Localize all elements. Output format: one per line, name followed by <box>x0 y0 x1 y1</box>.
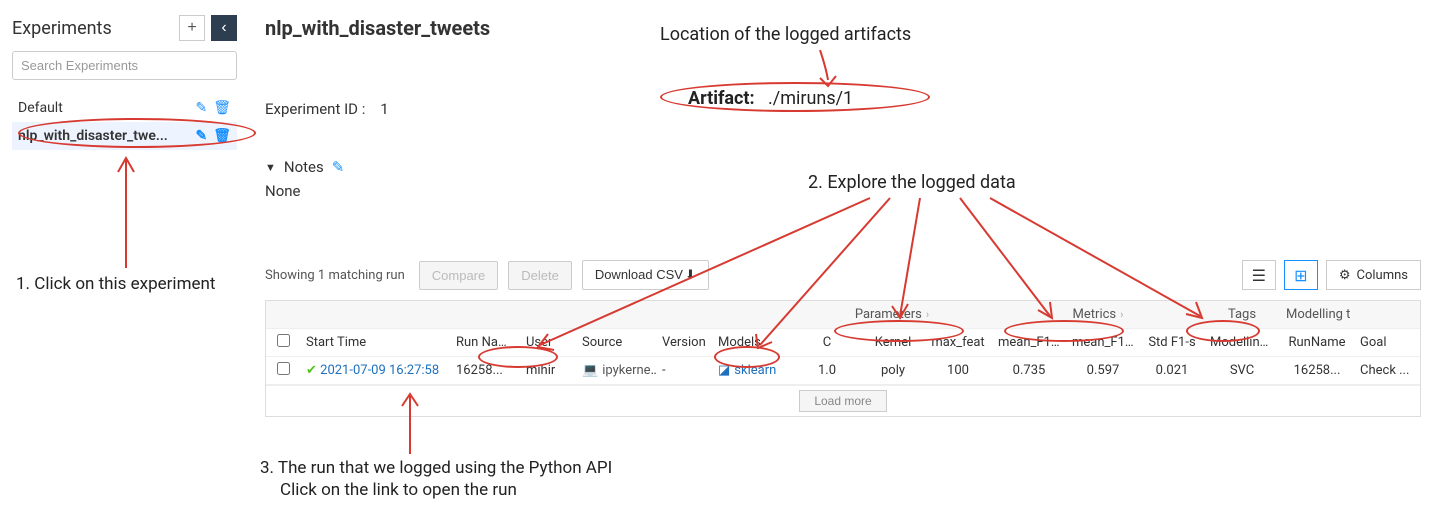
collapse-sidebar-button[interactable]: ‹ <box>211 15 237 41</box>
experiment-name: nlp_with_disaster_twe... <box>18 128 168 144</box>
col-maxfeat[interactable]: max_feat <box>924 335 992 350</box>
edit-icon[interactable]: ✎ <box>195 128 207 144</box>
group-parameters: Parameters <box>855 307 922 322</box>
grid-view-button[interactable]: ⊞ <box>1284 260 1318 290</box>
list-view-button[interactable]: ☰ <box>1242 260 1276 290</box>
cell-runname2: 16258... <box>1280 363 1354 378</box>
runs-table: Parameters› Metrics› Tags Modelling t St… <box>265 300 1421 417</box>
experiment-name: Default <box>18 100 63 116</box>
annotation-artifact: Artifact: ./miruns/1 <box>688 88 853 109</box>
annotation-step2: 2. Explore the logged data <box>808 172 1016 193</box>
sidebar-item-nlp[interactable]: nlp_with_disaster_twe... ✎ 🗑 <box>12 122 237 150</box>
sidebar-item-default[interactable]: Default ✎ 🗑 <box>12 94 237 122</box>
select-all-checkbox[interactable] <box>277 334 290 347</box>
sidebar-title: Experiments <box>12 18 112 39</box>
col-mean-f1-b[interactable]: mean_F1-s <box>1066 335 1140 350</box>
load-more-button[interactable]: Load more <box>799 390 886 412</box>
col-mean-f1-a[interactable]: mean_F1-s <box>992 335 1066 350</box>
cell-std: 0.021 <box>1140 363 1204 378</box>
cell-user: mihir <box>520 363 576 378</box>
run-start-link[interactable]: 2021-07-09 16:27:58 <box>320 363 439 378</box>
search-experiments-input[interactable] <box>12 51 237 80</box>
col-run-name[interactable]: Run Name <box>450 335 520 350</box>
cell-models[interactable]: sklearn <box>734 363 776 378</box>
download-csv-button[interactable]: Download CSV⬇ <box>582 260 709 290</box>
artifact-label: Artifact: <box>688 88 755 109</box>
compare-button[interactable]: Compare <box>419 261 498 290</box>
col-user[interactable]: User <box>520 335 576 350</box>
chevron-right-icon: › <box>926 308 929 321</box>
col-runname2[interactable]: RunName <box>1280 335 1354 350</box>
annotation-location-label: Location of the logged artifacts <box>660 24 911 45</box>
col-std-f1[interactable]: Std F1-s <box>1140 335 1204 350</box>
row-checkbox[interactable] <box>277 362 290 375</box>
cell-maxfeat: 100 <box>924 363 992 378</box>
add-experiment-button[interactable]: + <box>179 15 205 41</box>
col-c[interactable]: C <box>792 335 862 350</box>
experiment-id-label: Experiment ID : <box>265 100 365 118</box>
gear-icon: ⚙ <box>1339 268 1351 283</box>
sidebar: Experiments + ‹ Default ✎ 🗑 nlp_with_dis… <box>0 0 249 506</box>
edit-notes-icon[interactable]: ✎ <box>332 158 345 176</box>
laptop-icon: 💻 <box>582 363 598 378</box>
cell-modt: SVC <box>1204 363 1280 378</box>
col-version[interactable]: Version <box>656 335 712 350</box>
delete-icon[interactable]: 🗑 <box>213 128 231 144</box>
chevron-right-icon: › <box>1120 308 1123 321</box>
cell-source: ipykerne <box>602 363 650 378</box>
columns-label: Columns <box>1357 268 1409 283</box>
annotation-step3b: Click on the link to open the run <box>280 480 517 500</box>
download-csv-label: Download CSV <box>595 267 683 282</box>
download-icon: ⬇ <box>685 267 696 282</box>
cell-kernel: poly <box>862 363 924 378</box>
annotation-step1: 1. Click on this experiment <box>16 274 215 294</box>
model-icon: ◪ <box>718 363 730 378</box>
edit-icon[interactable]: ✎ <box>195 100 207 116</box>
cell-c: 1.0 <box>792 363 862 378</box>
artifact-value: ./miruns/1 <box>768 88 853 109</box>
group-modelling: Modelling t <box>1286 307 1350 322</box>
toolbar: Showing 1 matching run Compare Delete Do… <box>265 260 1421 290</box>
status-success-icon: ✔ <box>306 363 317 378</box>
col-models[interactable]: Models <box>712 335 792 350</box>
cell-version: - <box>656 363 712 378</box>
group-metrics: Metrics <box>1073 307 1117 322</box>
showing-text: Showing 1 matching run <box>265 268 405 283</box>
group-tags: Tags <box>1228 307 1256 322</box>
col-goal[interactable]: Goal <box>1354 335 1420 350</box>
annotation-step3a: 3. The run that we logged using the Pyth… <box>260 458 612 478</box>
cell-goal: Check ... <box>1354 363 1420 378</box>
delete-icon[interactable]: 🗑 <box>213 100 231 116</box>
col-source[interactable]: Source <box>576 335 656 350</box>
col-kernel[interactable]: Kernel <box>862 335 924 350</box>
main-panel: nlp_with_disaster_tweets Experiment ID :… <box>249 0 1431 506</box>
col-modelling-t[interactable]: Modelling t <box>1204 335 1280 350</box>
caret-down-icon: ▼ <box>265 161 276 174</box>
table-row: ✔ 2021-07-09 16:27:58 16258... mihir 💻 i… <box>266 357 1420 385</box>
notes-label: Notes <box>284 158 324 176</box>
delete-button[interactable]: Delete <box>508 261 572 290</box>
experiment-id-value: 1 <box>380 100 388 118</box>
cell-run-name: 16258... <box>450 363 520 378</box>
cell-mean-f1-b: 0.597 <box>1066 363 1140 378</box>
col-start-time[interactable]: Start Time <box>300 335 450 350</box>
cell-mean-f1-a: 0.735 <box>992 363 1066 378</box>
columns-button[interactable]: ⚙ Columns <box>1326 260 1421 290</box>
